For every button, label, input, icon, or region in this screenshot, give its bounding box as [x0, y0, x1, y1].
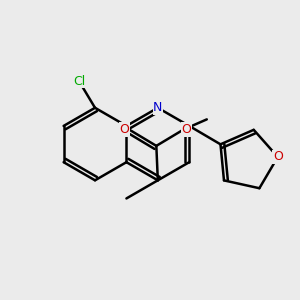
Text: N: N	[153, 101, 163, 114]
Text: O: O	[273, 151, 283, 164]
Text: O: O	[120, 123, 130, 136]
Text: Cl: Cl	[73, 75, 85, 88]
Text: O: O	[182, 123, 191, 136]
